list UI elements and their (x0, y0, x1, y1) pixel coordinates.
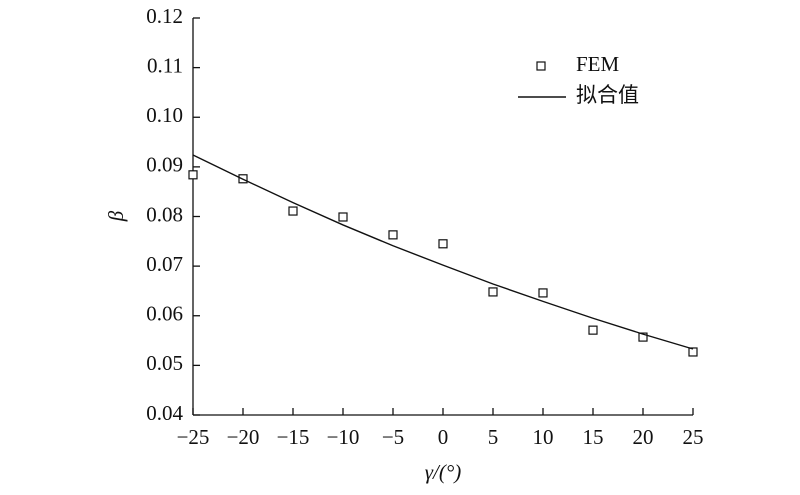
data-point (438, 239, 448, 249)
data-point (388, 230, 398, 240)
x-tick-label: −25 (177, 425, 210, 449)
y-tick-label: 0.06 (146, 302, 183, 326)
fit-line (192, 154, 694, 350)
y-tick-label: 0.08 (146, 202, 183, 226)
data-point (538, 288, 548, 298)
legend-marker (536, 61, 546, 71)
legend-label: 拟合值 (576, 83, 639, 107)
data-point (638, 332, 648, 342)
x-tick-label: 20 (633, 425, 654, 449)
data-point (338, 212, 348, 222)
x-tick-label: 5 (488, 425, 499, 449)
y-tick-label: 0.11 (147, 53, 183, 77)
x-tick-label: −10 (327, 425, 360, 449)
x-tick-label: 15 (583, 425, 604, 449)
data-point (688, 347, 698, 357)
x-tick-label: −15 (277, 425, 310, 449)
y-tick-label: 0.05 (146, 351, 183, 375)
y-tick-label: 0.07 (146, 252, 183, 276)
y-tick-label: 0.04 (146, 401, 183, 425)
data-point (188, 170, 198, 180)
y-tick-label: 0.12 (146, 4, 183, 28)
x-tick-label: 25 (683, 425, 704, 449)
legend-label: FEM (576, 52, 620, 76)
y-tick-label: 0.09 (146, 153, 183, 177)
x-axis-label: γ/(°) (425, 460, 462, 484)
data-point (488, 287, 498, 297)
data-point (588, 325, 598, 335)
data-point (288, 206, 298, 216)
y-tick-label: 0.10 (146, 103, 183, 127)
x-tick-label: −20 (227, 425, 260, 449)
x-tick-label: 10 (533, 425, 554, 449)
x-tick-label: 0 (438, 425, 449, 449)
y-axis-label: β (104, 210, 128, 222)
x-tick-label: −5 (382, 425, 404, 449)
